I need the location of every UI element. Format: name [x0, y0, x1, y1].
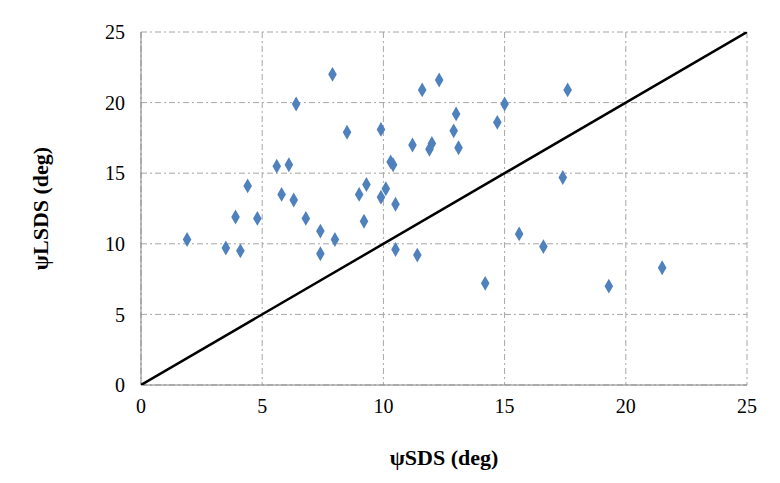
svg-text:0: 0	[136, 395, 146, 417]
svg-text:0: 0	[115, 374, 125, 396]
svg-text:ψSDS (deg): ψSDS (deg)	[390, 445, 499, 470]
svg-text:15: 15	[495, 395, 515, 417]
svg-text:25: 25	[737, 395, 757, 417]
svg-text:10: 10	[105, 233, 125, 255]
svg-text:20: 20	[616, 395, 636, 417]
svg-text:20: 20	[105, 92, 125, 114]
svg-text:15: 15	[105, 162, 125, 184]
svg-text:5: 5	[257, 395, 267, 417]
svg-text:25: 25	[105, 21, 125, 43]
svg-text:5: 5	[115, 304, 125, 326]
svg-text:ψLSDS (deg): ψLSDS (deg)	[28, 147, 53, 270]
svg-text:10: 10	[373, 395, 393, 417]
